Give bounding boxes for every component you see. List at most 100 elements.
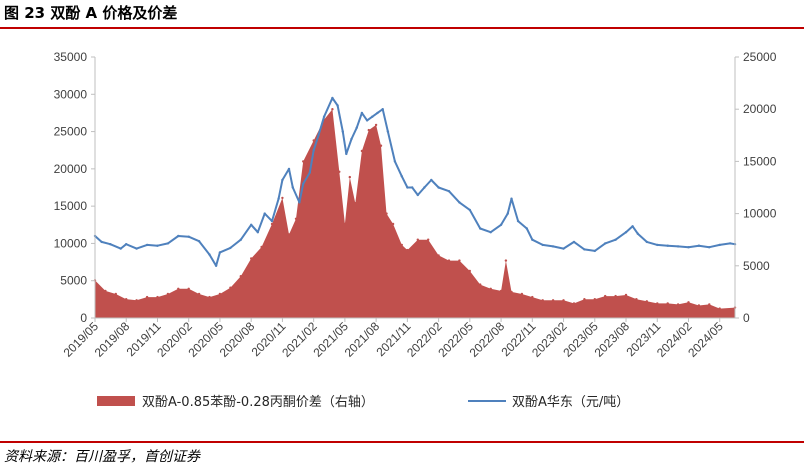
price-point <box>393 160 397 163</box>
left-tick-label: 30000 <box>54 87 88 101</box>
price-point <box>317 134 320 137</box>
spread-point <box>229 286 232 289</box>
price-point <box>510 197 513 200</box>
spread-point <box>379 144 383 147</box>
spread-point <box>687 301 690 304</box>
spread-point <box>666 302 669 305</box>
price-point <box>381 108 384 111</box>
spread-point <box>270 222 274 226</box>
price-point <box>447 190 451 193</box>
spread-point <box>583 298 586 301</box>
price-point <box>177 234 180 238</box>
price-point <box>593 249 596 253</box>
price-point <box>135 247 138 250</box>
price-point <box>376 111 379 115</box>
price-point <box>109 243 112 246</box>
spread-point <box>260 245 263 249</box>
x-tick-label: 2020/08 <box>217 319 258 360</box>
price-point <box>281 178 284 182</box>
legend-label-spread: 双酚A-0.85苯酚-0.28丙酮价差（右轴） <box>142 395 374 410</box>
legend-label-price: 双酚A华东（元/吨） <box>512 395 629 410</box>
price-point <box>298 201 301 204</box>
spread-area <box>95 109 735 318</box>
price-point <box>331 96 334 100</box>
spread-point <box>281 196 284 200</box>
title-rule <box>0 27 804 29</box>
price-point <box>345 152 348 156</box>
price-line <box>94 97 736 267</box>
footer-rule <box>0 441 804 443</box>
price-point <box>687 246 690 249</box>
price-point <box>656 243 659 247</box>
spread-point <box>166 292 170 296</box>
price-point <box>645 240 648 244</box>
right-tick-label: 20000 <box>743 102 777 116</box>
spread-point <box>676 303 680 306</box>
price-point <box>499 223 503 226</box>
spread-point <box>520 292 524 296</box>
left-tick-label: 0 <box>80 311 87 325</box>
spread-point <box>302 160 305 163</box>
spread-point <box>697 304 701 307</box>
price-point <box>250 223 253 226</box>
price-point <box>256 231 259 234</box>
price-point <box>119 247 122 250</box>
price-point <box>676 245 680 248</box>
spread-point <box>718 307 721 310</box>
price-point <box>214 264 218 267</box>
spread-point <box>239 275 242 278</box>
price-point <box>551 245 555 248</box>
price-point <box>287 167 291 171</box>
spread-point <box>125 298 128 301</box>
spread-point <box>218 292 222 296</box>
spread-point <box>187 287 190 290</box>
spread-point <box>708 303 711 306</box>
spread-point <box>348 175 351 179</box>
price-point <box>531 238 534 241</box>
x-tick-label: 2019/08 <box>92 319 133 360</box>
left-tick-label: 5000 <box>60 274 87 288</box>
left-tick-label: 15000 <box>54 199 88 213</box>
source-note: 资料来源：百川盈孚，首创证券 <box>4 449 200 465</box>
price-point <box>218 251 222 254</box>
left-tick-label: 35000 <box>54 50 88 64</box>
price-point <box>516 219 520 223</box>
x-tick-label: 2022/08 <box>467 319 508 360</box>
price-point <box>239 238 242 241</box>
spread-point <box>416 238 419 241</box>
spread-point <box>367 128 370 132</box>
spread-point <box>427 238 430 241</box>
spread-point <box>135 299 138 302</box>
price-point <box>411 186 414 189</box>
spread-point <box>156 295 159 299</box>
price-point <box>400 175 403 178</box>
spread-point <box>645 300 648 303</box>
price-point <box>263 212 266 215</box>
price-point <box>636 232 639 235</box>
price-point <box>365 119 369 122</box>
price-point <box>156 244 159 247</box>
left-tick-label: 10000 <box>54 236 88 250</box>
spread-point <box>114 292 118 296</box>
spread-point <box>479 283 482 286</box>
price-point <box>270 219 274 223</box>
price-point <box>322 115 326 118</box>
spread-point <box>604 294 607 298</box>
spread-point <box>635 298 638 301</box>
right-tick-label: 5000 <box>743 259 770 273</box>
right-tick-label: 0 <box>743 311 750 325</box>
spread-point <box>338 170 341 173</box>
spread-point <box>499 289 503 293</box>
price-point <box>489 231 492 234</box>
right-tick-label: 15000 <box>743 154 777 168</box>
spread-point <box>624 293 628 297</box>
price-point <box>614 238 617 241</box>
price-point <box>416 193 419 197</box>
price-point <box>458 201 461 204</box>
left-tick-label: 20000 <box>54 162 88 176</box>
spread-point <box>385 212 388 215</box>
price-point <box>341 130 344 133</box>
price-point <box>718 243 721 247</box>
price-point <box>229 246 232 250</box>
price-point <box>406 186 409 189</box>
